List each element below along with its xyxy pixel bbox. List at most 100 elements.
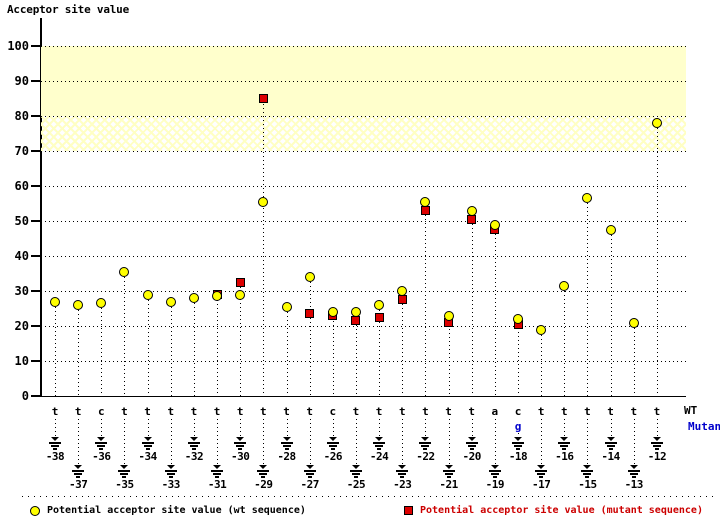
wt-nucleotide--28: t [283,405,290,418]
position-label--21: -21 [439,478,458,491]
mutant-marker--30 [235,277,245,287]
ground-symbol-part [490,465,499,469]
footer-arrow-line--22 [425,419,427,437]
ground-symbol-part [303,470,316,472]
position-label--24: -24 [369,450,389,463]
y-tick-mark-30 [31,290,40,292]
drop-line--18 [518,324,519,396]
drop-line--31 [217,299,219,396]
ground-symbol-part [514,445,522,447]
mutant-row-label: Mutant [688,420,720,433]
y-tick-mark-80 [31,115,40,117]
wt-row-label: WT [684,404,698,417]
drop-line--34 [147,299,149,396]
ground-symbol-part [652,437,661,441]
drop-line--29 [263,103,265,396]
wt-marker--37 [73,300,84,310]
ground-symbol-part [444,473,453,475]
position-label--34: -34 [138,450,157,463]
ground-symbol-part [280,442,293,444]
wt-nucleotide--33: t [167,405,175,418]
y-gridline-20 [41,326,686,327]
position-label--18: -18 [508,450,528,463]
position-label--15: -15 [578,478,597,491]
y-gridline-50 [41,221,686,222]
ground-symbol--18 [511,437,525,450]
y-tick-mark-40 [31,255,40,257]
ground-symbol-part [654,448,659,450]
drop-line--26 [332,317,334,396]
mutant-marker--24 [374,312,384,322]
ground-symbol-part [120,473,129,475]
y-gridline-100 [41,46,686,47]
wt-marker--16 [559,280,570,291]
position-label--16: -16 [555,450,574,463]
ground-symbol-part [400,476,405,478]
ground-symbol--27 [303,465,317,478]
position-label--36: -36 [92,450,111,463]
drop-line--15 [587,203,589,396]
y-tick-label-40: 40 [14,249,29,263]
position-label--12: -12 [647,450,667,463]
ground-symbol-part [259,465,268,469]
y-gridline-80 [41,116,686,117]
wt-nucleotide--23: t [398,405,406,418]
y-tick-label-60: 60 [14,179,29,193]
footer-arrow-line--30 [240,419,242,437]
position-label--38: -38 [45,450,65,463]
mutant-marker--29 [258,94,268,103]
ground-symbol-part [51,437,59,441]
y-gridline-30 [41,291,686,292]
ground-symbol-part [631,476,636,478]
ground-symbol--23 [395,465,409,478]
wt-nucleotide--25: t [352,405,360,418]
ground-symbol-part [512,442,524,444]
wt-nucleotide--32: t [190,405,198,418]
ground-symbol-part [629,465,638,469]
footer-arrow-line--13 [633,419,635,465]
ground-symbol--33 [164,465,178,478]
ground-symbol-part [629,473,638,475]
position-label--25: -25 [346,478,366,491]
drop-line--33 [170,306,172,396]
ground-symbol--20 [465,437,479,450]
wt-marker--23 [397,286,408,296]
ground-symbol-part [143,445,152,447]
wt-nucleotide--30: t [236,405,244,418]
footer-arrow-line--33 [170,419,172,465]
ground-symbol--15 [580,465,594,478]
ground-symbol-part [282,437,291,441]
ground-symbol-part [465,442,478,444]
ground-symbol-part [467,437,476,441]
drop-line--24 [379,310,381,396]
mutant-marker--20 [467,214,477,224]
ground-symbol-part [583,465,592,469]
ground-symbol-part [168,476,173,478]
ground-symbol-part [581,470,594,472]
y-axis-line [40,18,42,397]
ground-symbol-part [469,448,474,450]
ground-symbol-part [353,476,358,478]
ground-symbol-part [604,442,617,444]
ground-symbol-part [442,470,455,472]
ground-symbol-part [398,465,407,469]
footer-arrow-line--28 [286,419,288,437]
footer-arrow-line--18 [518,433,519,437]
y-gridline-10 [41,361,686,362]
drop-line--36 [101,308,103,396]
ground-symbol-part [118,470,131,472]
wt-legend-circle-icon [30,505,40,516]
legend-separator [22,496,718,497]
footer-arrow-line--31 [217,419,219,465]
ground-symbol--28 [280,437,294,450]
footer-arrow-line--21 [448,419,450,465]
ground-symbol-part [76,476,81,478]
wt-nucleotide--35: t [121,405,128,418]
ground-symbol--21 [442,465,456,478]
ground-symbol-part [236,445,245,447]
ground-symbol-part [234,442,247,444]
wt-legend-label: Potential acceptor site value (wt sequen… [47,505,306,516]
ground-symbol--34 [141,437,155,450]
ground-symbol-part [328,445,337,447]
ground-symbol--30 [233,437,247,450]
